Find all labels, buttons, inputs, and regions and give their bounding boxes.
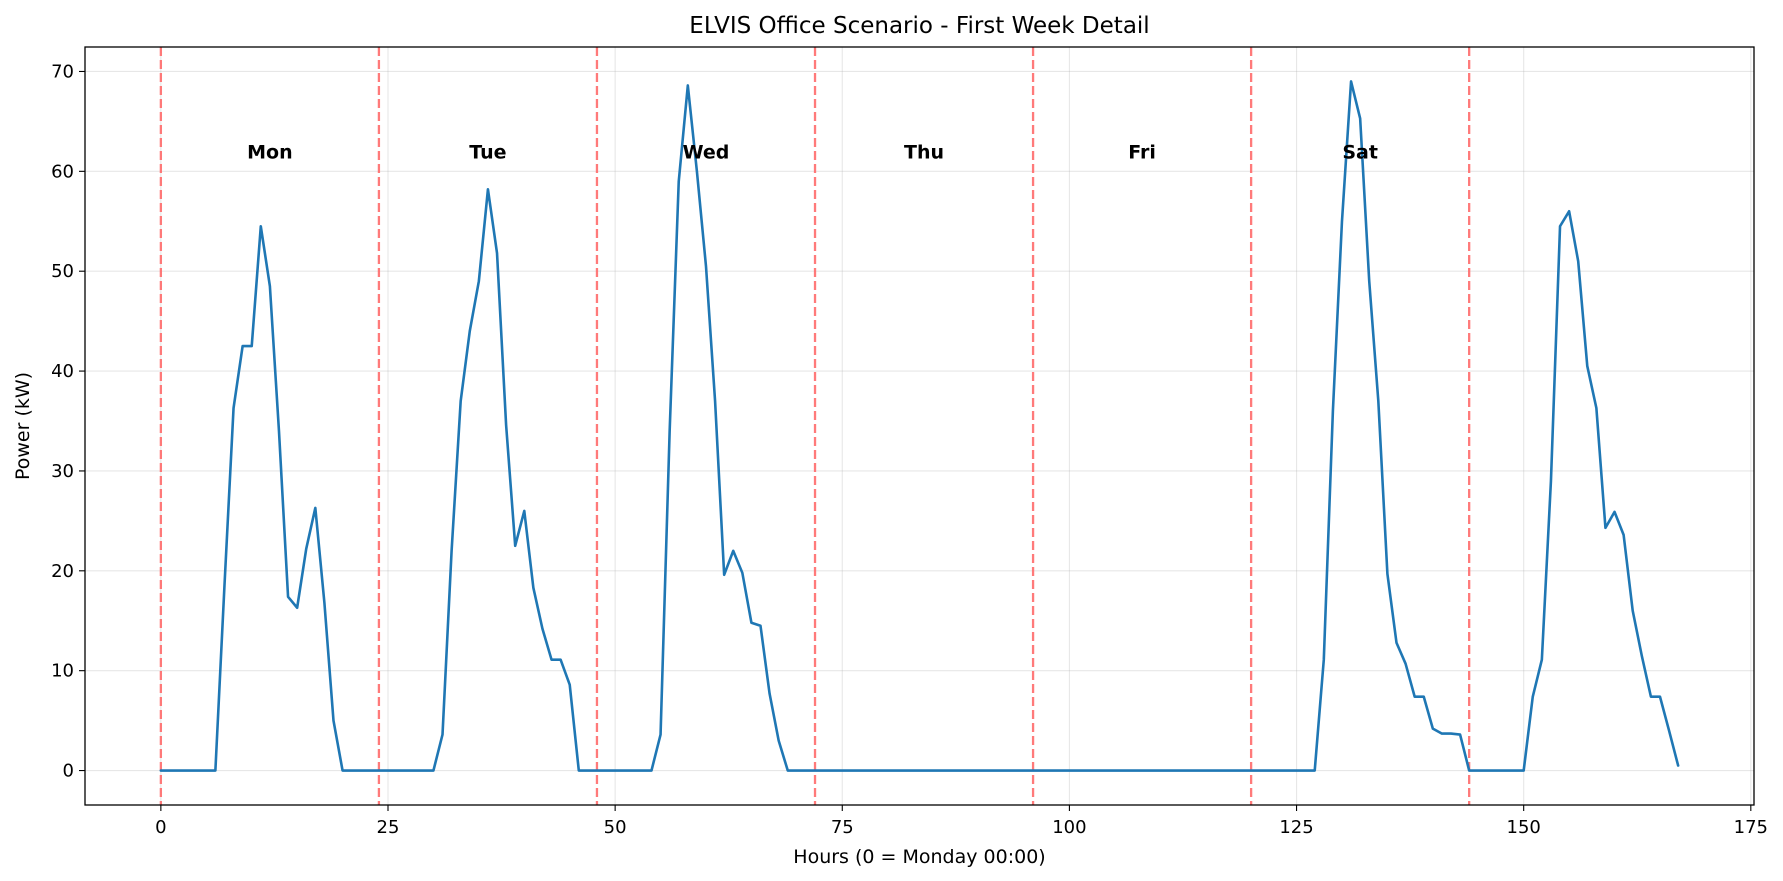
x-tick-label: 0: [155, 817, 166, 838]
day-labels: Mon Tue Wed Thu Fri Sat: [247, 141, 1378, 163]
chart-title: ELVIS Office Scenario - First Week Detai…: [689, 13, 1149, 39]
y-tick-label: 10: [51, 661, 74, 682]
day-label: Sat: [1342, 141, 1378, 163]
grid-lines: [85, 47, 1754, 805]
y-axis-ticks: 0 10 20 30 40 50 60 70: [51, 61, 85, 782]
x-tick-label: 150: [1507, 817, 1541, 838]
x-tick-label: 125: [1279, 817, 1313, 838]
day-label: Thu: [904, 141, 944, 163]
y-tick-label: 30: [51, 461, 74, 482]
x-tick-label: 50: [604, 817, 627, 838]
series-layer: [159, 80, 1680, 772]
x-tick-label: 75: [831, 817, 854, 838]
x-axis-label: Hours (0 = Monday 00:00): [793, 846, 1045, 868]
x-tick-label: 25: [377, 817, 400, 838]
x-tick-label: 100: [1052, 817, 1086, 838]
day-label: Wed: [683, 141, 730, 163]
y-tick-label: 0: [63, 761, 74, 782]
y-tick-label: 70: [51, 61, 74, 82]
day-label: Mon: [247, 141, 293, 163]
day-separators: [159, 47, 1471, 805]
y-tick-label: 20: [51, 561, 74, 582]
x-axis-ticks: 0 25 50 75 100 125 150 175: [155, 805, 1768, 838]
y-tick-label: 50: [51, 261, 74, 282]
power-series-line: [159, 80, 1680, 772]
y-axis-label: Power (kW): [12, 372, 34, 480]
plot-frame: [84, 46, 1755, 806]
y-tick-label: 60: [51, 161, 74, 182]
day-label: Fri: [1128, 141, 1156, 163]
y-tick-label: 40: [51, 361, 74, 382]
day-label: Tue: [469, 141, 506, 163]
x-tick-label: 175: [1734, 817, 1768, 838]
